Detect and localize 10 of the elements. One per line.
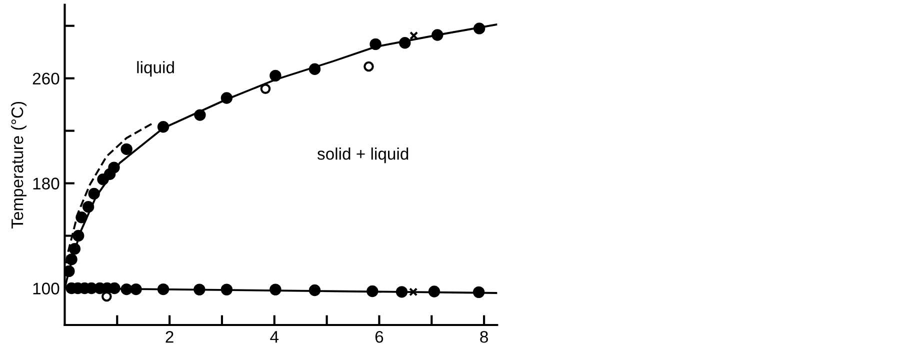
- x-tick-label: 6: [375, 330, 384, 343]
- annotation: solid + liquid: [317, 148, 408, 164]
- x-tick-label: 2: [166, 330, 174, 343]
- x-tick-label: 8: [480, 330, 488, 343]
- y-tick-label: 100: [33, 282, 60, 294]
- y-tick-label: 180: [33, 178, 60, 190]
- x-tick-label: 4: [270, 331, 279, 343]
- y-tick-label: 260: [32, 72, 60, 85]
- annotation: liquid: [137, 61, 174, 77]
- y-axis-title: Temperature (°C): [10, 102, 27, 229]
